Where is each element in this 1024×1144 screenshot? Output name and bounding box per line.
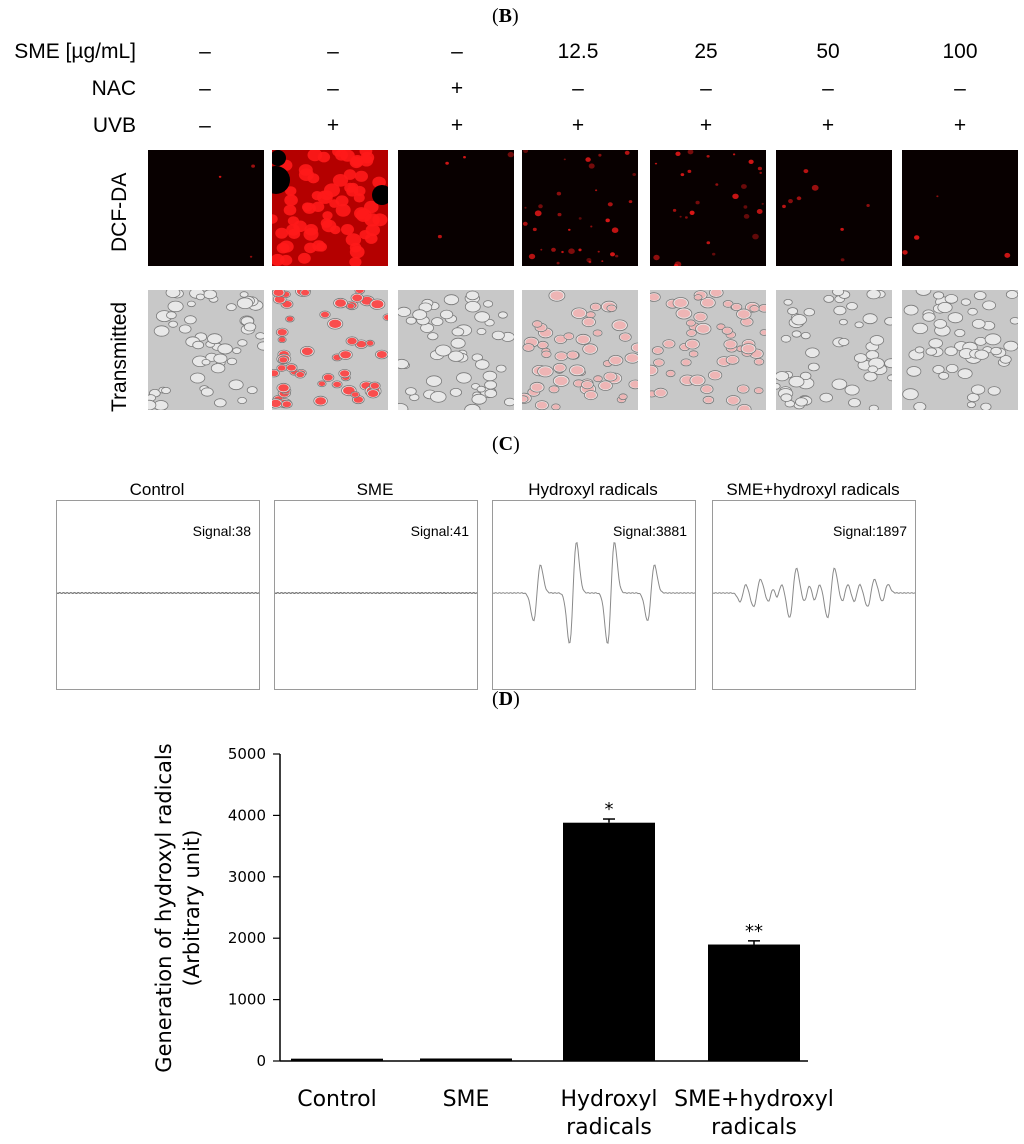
cond-sme-6: 50 (816, 40, 840, 63)
bar-2 (420, 1058, 512, 1061)
esr-trace-3 (493, 541, 695, 644)
dcf-image-5 (650, 150, 766, 266)
x-label-3-line-2: radicals (566, 1115, 652, 1140)
esr-spectrum-4: Signal:1897 (712, 500, 916, 690)
y-tick-label-3000: 3000 (228, 868, 266, 886)
row-label-transmitted: Transmitted (108, 301, 131, 412)
cond-uvb-5: + (699, 114, 713, 137)
transmitted-image-7 (902, 290, 1018, 410)
cond-nac-2: – (327, 77, 339, 100)
cond-sme-4: 12.5 (557, 40, 599, 63)
cond-sme-1: – (199, 40, 211, 63)
cond-uvb-2: + (326, 114, 340, 137)
x-label-2-line-1: SME (443, 1087, 490, 1112)
esr-title-1: Control (129, 480, 185, 499)
panel-d-label: (D) (492, 688, 520, 710)
panel-b-label: (B) (492, 5, 519, 27)
esr-spectrum-1: Signal:38 (56, 500, 260, 690)
esr-signal-2: Signal:41 (410, 523, 469, 539)
cond-nac-3: + (450, 77, 464, 100)
cond-sme-7: 100 (942, 40, 978, 63)
y-tick-label-0: 0 (256, 1052, 266, 1070)
cond-nac-1: – (199, 77, 211, 100)
row-label-nac: NAC (91, 77, 136, 100)
dcf-image-7 (902, 150, 1018, 266)
transmitted-image-5 (650, 290, 766, 410)
x-label-4-line-2: radicals (711, 1115, 797, 1140)
row-label-dcf: DCF-DA (108, 172, 131, 252)
panel-c-label: (C) (492, 433, 520, 455)
cond-nac-4: – (572, 77, 584, 100)
transmitted-image-4 (522, 290, 638, 410)
dcf-image-3 (398, 150, 514, 266)
hydroxyl-radical-bar-chart: 0 1000 2000 3000 4000 5000 Control SME * Hydroxyl… (152, 743, 834, 1140)
transmitted-image-6 (776, 290, 892, 410)
cond-nac-5: – (700, 77, 712, 100)
row-label-uvb: UVB (92, 114, 136, 137)
y-axis-label-line-1: Generation of hydroxyl radicals (152, 743, 176, 1072)
y-axis-label-line-2: (Arbitrary unit) (180, 830, 204, 987)
y-tick-label-4000: 4000 (228, 806, 266, 824)
esr-signal-1: Signal:38 (192, 523, 251, 539)
esr-title-3: Hydroxyl radicals (528, 480, 658, 499)
significance-3: * (605, 799, 614, 820)
esr-trace-1 (57, 592, 259, 594)
cond-sme-3: – (451, 40, 463, 63)
y-tick-label-1000: 1000 (228, 991, 266, 1009)
cond-uvb-4: + (571, 114, 585, 137)
esr-signal-4: Signal:1897 (833, 523, 907, 539)
bar-3 (563, 822, 655, 1061)
dcf-image-6 (776, 150, 892, 266)
bar-1 (291, 1058, 383, 1061)
cond-uvb-3: + (450, 114, 464, 137)
x-label-1-line-1: Control (297, 1087, 377, 1112)
row-label-sme: SME [µg/mL] (14, 40, 136, 63)
cond-uvb-1: – (199, 114, 211, 137)
transmitted-image-3 (398, 290, 514, 410)
transmitted-image-2 (272, 290, 388, 410)
x-label-4-line-1: SME+hydroxyl (674, 1087, 834, 1112)
bar-4 (708, 944, 800, 1061)
x-label-3-line-1: Hydroxyl (560, 1087, 657, 1112)
esr-title-4: SME+hydroxyl radicals (726, 480, 900, 499)
cond-uvb-7: + (953, 114, 967, 137)
esr-spectrum-2: Signal:41 (274, 500, 478, 690)
dcf-image-1 (148, 150, 264, 266)
cond-uvb-6: + (821, 114, 835, 137)
cond-nac-6: – (822, 77, 834, 100)
y-tick-label-2000: 2000 (228, 929, 266, 947)
esr-spectrum-3: Signal:3881 (492, 500, 696, 690)
significance-4: ** (745, 921, 763, 942)
esr-title-2: SME (356, 480, 394, 499)
esr-trace-4 (713, 567, 915, 619)
cond-nac-7: – (954, 77, 966, 100)
cond-sme-2: – (327, 40, 339, 63)
dcf-image-4 (522, 150, 638, 266)
transmitted-image-1 (148, 290, 264, 410)
esr-signal-3: Signal:3881 (613, 523, 687, 539)
y-tick-label-5000: 5000 (228, 745, 266, 763)
esr-trace-2 (275, 592, 477, 594)
cond-sme-5: 25 (694, 40, 718, 63)
dcf-image-2 (272, 150, 388, 266)
